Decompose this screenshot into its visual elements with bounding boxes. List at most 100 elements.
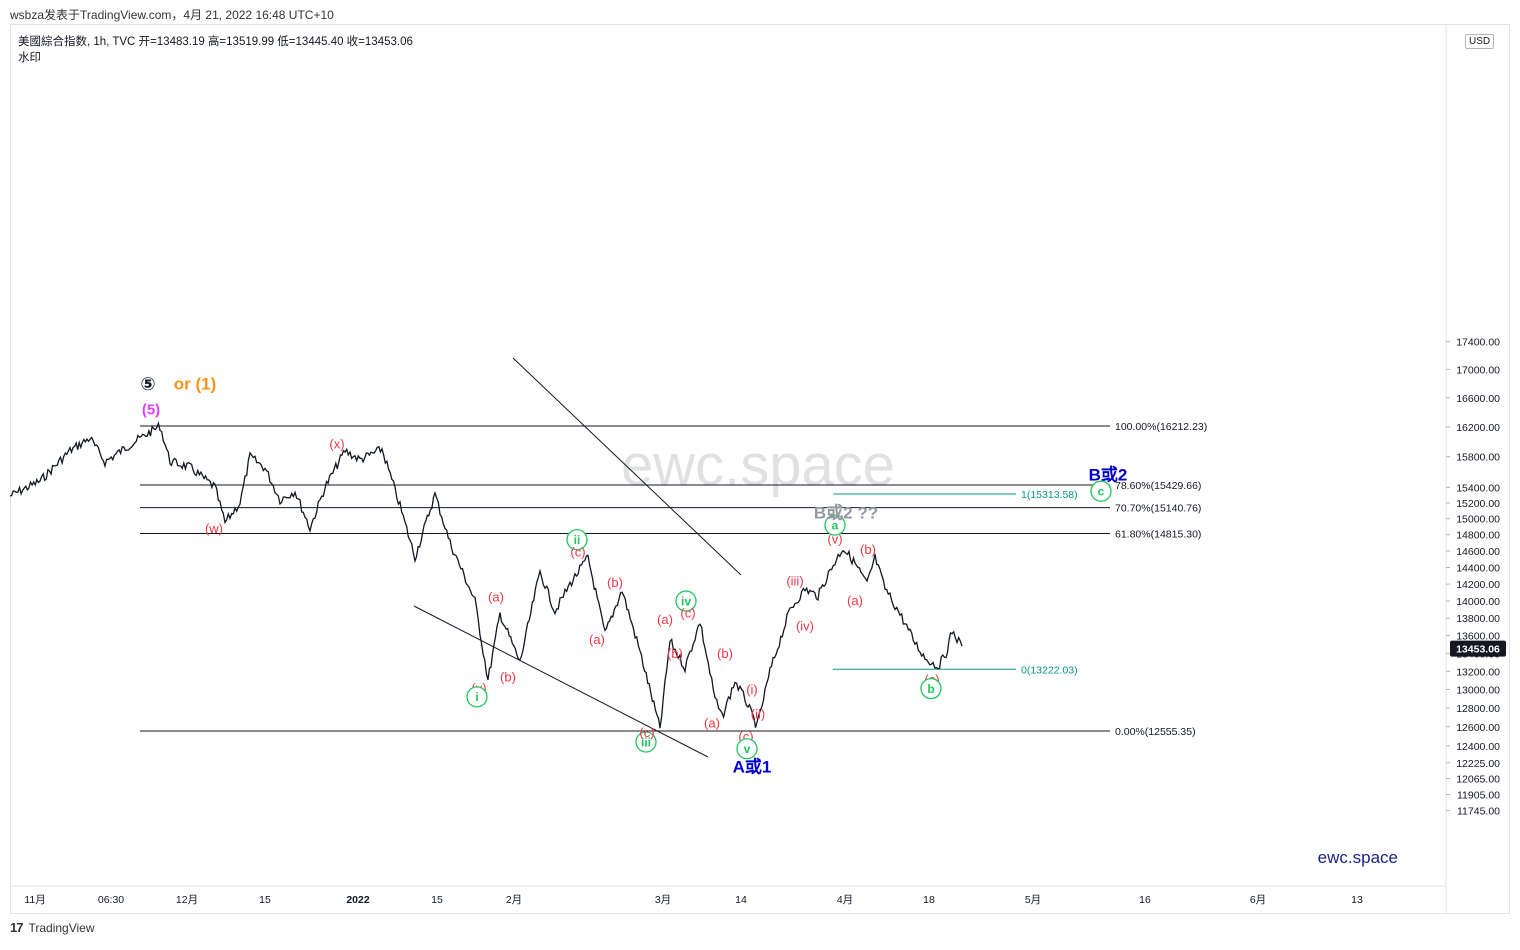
fib-level-label: 100.00%(16212.23) <box>1115 421 1207 433</box>
wave-label: (ii) <box>751 706 765 721</box>
wave-label: (c) <box>639 725 654 740</box>
wave-label-circle <box>1090 480 1112 502</box>
wave-label: (b) <box>500 669 516 684</box>
time-axis: 11月 06:30 12月 15 2022 15 2月 3月 14 4月 18 5月 16 6月 13 <box>24 894 1363 906</box>
wave-label: (b) <box>717 646 733 661</box>
y-tick-label: 15000.00 <box>1456 514 1500 526</box>
wave-label: b <box>927 682 934 696</box>
publisher-line: wsbza发表于TradingView.com，4月 21, 2022 16:4… <box>10 8 334 22</box>
wave-label: B或2 <box>1089 464 1128 484</box>
wave-label-circle <box>824 514 846 536</box>
wave-label: A或1 <box>733 756 772 776</box>
y-tick-label: 13800.00 <box>1456 613 1500 625</box>
symbol-info: 美國綜合指数, 1h, TVC 开=13483.19 高=13519.99 低=… <box>18 34 413 66</box>
wave-label-circle <box>466 686 488 708</box>
symbol-line: 美國綜合指数, 1h, TVC 开=13483.19 高=13519.99 低=… <box>18 36 413 48</box>
wave-label: (a) <box>589 632 605 647</box>
fib-level-label: 0.00%(12555.35) <box>1115 726 1196 738</box>
wave-label: a <box>832 518 839 532</box>
x-tick-label: 11月 <box>24 894 45 906</box>
price-line <box>9 421 963 729</box>
fib-level-label: 70.70%(15140.76) <box>1115 503 1201 515</box>
x-tick-label: 12月 <box>176 894 198 906</box>
x-tick-label: 06:30 <box>98 894 124 906</box>
footer: 17 TradingView <box>10 920 95 935</box>
wedge-lower-trendline[interactable] <box>413 605 709 758</box>
y-tick-label: 14200.00 <box>1456 579 1500 591</box>
y-tick-label: 16200.00 <box>1456 422 1500 434</box>
wave-label: (i) <box>746 682 758 697</box>
signature-text: ewc.space <box>1318 848 1398 867</box>
x-tick-label: 14 <box>735 894 747 906</box>
y-tick-label: 12600.00 <box>1456 722 1500 734</box>
x-tick-label: 6月 <box>1250 894 1266 906</box>
y-tick-label: 13200.00 <box>1456 666 1500 678</box>
y-tick-label: 13600.00 <box>1456 631 1500 643</box>
y-tick-label: 14400.00 <box>1456 562 1500 574</box>
x-tick-label: 4月 <box>837 894 853 906</box>
wave-label: (c) <box>570 544 585 559</box>
wave-label-circle <box>566 528 588 551</box>
y-tick-label: 15200.00 <box>1456 498 1500 510</box>
last-price-tag-bg <box>1450 640 1506 657</box>
wave-label: (w) <box>205 521 223 536</box>
wave-label: ⑤ <box>140 374 155 394</box>
wave-label: (iv) <box>796 619 814 634</box>
x-tick-label: 18 <box>923 894 935 906</box>
wave-label: ii <box>574 533 581 547</box>
y-tick-label: 12800.00 <box>1456 703 1500 715</box>
y-tick-label: 12400.00 <box>1456 741 1500 753</box>
y-tick-label: 16600.00 <box>1456 393 1500 405</box>
wave-label-circle <box>736 738 758 760</box>
wave-label: (b) <box>607 575 623 590</box>
wave-label: (a) <box>488 589 504 604</box>
extension-level-label: 1(15313.58) <box>1021 489 1078 501</box>
footer-brand[interactable]: TradingView <box>28 920 95 935</box>
x-tick-label: 2022 <box>346 894 370 906</box>
y-tick-label: 11905.00 <box>1457 789 1500 801</box>
x-tick-label: 16 <box>1139 894 1151 906</box>
y-tick-label: 14600.00 <box>1456 546 1500 558</box>
wave-label: (a) <box>657 612 673 627</box>
fib-level-label: 61.80%(14815.30) <box>1115 529 1201 541</box>
wave-label: (a) <box>847 593 863 608</box>
fib-level-label: 78.60%(15429.66) <box>1115 480 1201 492</box>
tradingview-logo-icon: 17 <box>10 920 24 935</box>
watermark-label[interactable]: 水印 <box>18 52 41 64</box>
wave-label: (a) <box>704 716 720 731</box>
x-tick-label: 13 <box>1351 894 1363 906</box>
price-series <box>9 421 963 729</box>
wave-label: v <box>744 742 751 756</box>
watermark-layer: ewc.space ewc.space <box>621 433 1398 867</box>
chart-frame <box>10 24 1510 914</box>
y-tick-label: 14000.00 <box>1456 596 1500 608</box>
y-tick-label: 11745.00 <box>1457 806 1500 818</box>
wave-label: (v) <box>827 531 842 546</box>
last-price-tag-text: 13453.06 <box>1456 644 1500 656</box>
wave-label: c <box>1098 485 1105 499</box>
wave-label-circle <box>920 677 942 700</box>
wave-label: (b) <box>860 542 876 557</box>
wedge-upper-trendline[interactable] <box>512 357 742 576</box>
extension-level-label: 0(13222.03) <box>1021 664 1078 676</box>
trendlines[interactable] <box>413 357 742 758</box>
wave-label: i <box>475 690 478 704</box>
y-tick-label: 13000.00 <box>1456 684 1500 696</box>
wave-label-circle <box>635 731 657 753</box>
wave-label-circle <box>675 590 697 612</box>
x-tick-label: 15 <box>259 894 271 906</box>
wave-label: (iii) <box>786 573 803 588</box>
y-tick-label: 15800.00 <box>1456 452 1500 464</box>
y-tick-label: 12225.00 <box>1456 758 1500 770</box>
y-tick-label: 12065.00 <box>1456 774 1500 786</box>
currency-badge[interactable]: USD <box>1465 34 1495 49</box>
x-tick-label: 15 <box>431 894 443 906</box>
y-tick-label: 17400.00 <box>1456 337 1500 349</box>
y-tick-label: 15400.00 <box>1456 482 1500 494</box>
wave-labels: ⑤or (1)(5)(x)(w)(a)(b)(y)iii(c)(b)(a)iii… <box>140 374 1127 776</box>
wave-label: iii <box>641 735 651 749</box>
x-tick-label: 5月 <box>1025 894 1041 906</box>
x-tick-label: 3月 <box>655 894 671 906</box>
wave-label: (b) <box>667 646 683 661</box>
